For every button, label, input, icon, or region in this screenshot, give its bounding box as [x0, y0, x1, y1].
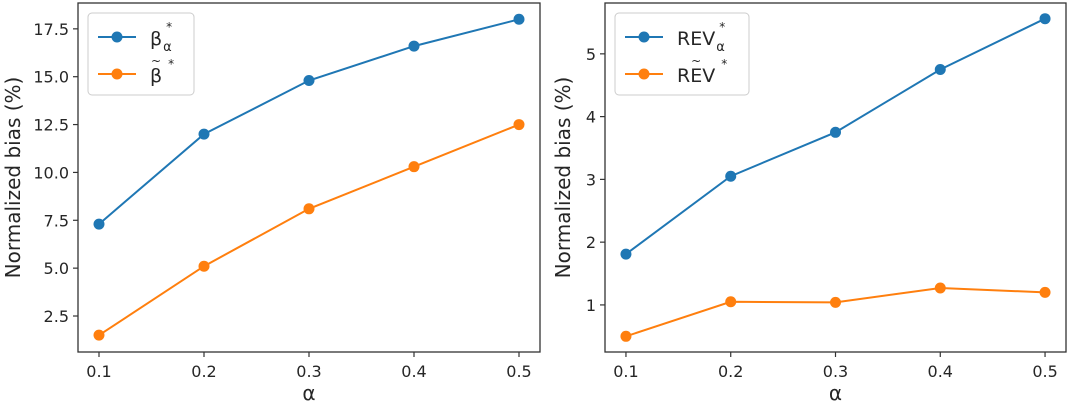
legend: REV α*REV~ * — [614, 12, 750, 96]
x-tick-label: 0.5 — [506, 362, 531, 381]
chart-panel-1: 0.1 0.2 0.3 0.4 0.5 2.5 5.0 7.5 10.0 12.5 15.0 17.5… — [1, 2, 541, 405]
x-tick-label: 0.4 — [401, 362, 426, 381]
data-point — [620, 248, 632, 260]
legend-tilde: ~ — [691, 54, 701, 68]
legend-label-1: REV — [677, 28, 715, 50]
y-tick-label: 2.5 — [44, 307, 69, 326]
legend-subscript: α — [716, 40, 725, 55]
x-axis-label: α — [829, 381, 842, 405]
y-tick-label: 17.5 — [33, 20, 69, 39]
y-tick-label: 5.0 — [44, 259, 69, 278]
y-axis-label: Normalized bias (%) — [551, 77, 575, 279]
data-point — [513, 13, 525, 25]
data-point — [725, 170, 737, 182]
x-tick-label: 0.4 — [928, 362, 953, 381]
data-point — [303, 203, 315, 215]
x-tick-label: 0.2 — [191, 362, 216, 381]
legend-marker — [638, 31, 650, 43]
legend-label-1: β — [150, 28, 162, 50]
data-point — [934, 64, 946, 76]
data-point — [93, 329, 105, 341]
legend-marker — [638, 68, 650, 80]
legend-superscript: * — [168, 57, 174, 71]
data-point — [1039, 13, 1051, 25]
x-tick-label: 0.3 — [823, 362, 848, 381]
data-point — [830, 296, 841, 308]
x-tick-label: 0.2 — [718, 362, 743, 381]
y-tick-label: 12.5 — [33, 116, 69, 135]
legend-marker — [111, 31, 123, 43]
data-point — [198, 260, 210, 272]
y-tick-label: 2 — [586, 233, 596, 252]
x-tick-label: 0.1 — [613, 362, 638, 381]
data-point — [934, 282, 946, 294]
data-point — [1039, 286, 1051, 298]
y-tick-label: 3 — [586, 170, 596, 189]
data-point — [408, 161, 420, 173]
data-point — [830, 126, 841, 138]
legend-superscript: * — [721, 57, 727, 71]
data-point — [725, 296, 737, 308]
legend-box — [87, 12, 195, 96]
x-tick-label: 0.3 — [296, 362, 321, 381]
y-tick-label: 10.0 — [33, 163, 69, 182]
y-tick-label: 1 — [586, 296, 596, 315]
data-point — [513, 119, 525, 131]
data-point — [198, 128, 210, 140]
y-axis-label: Normalized bias (%) — [1, 77, 25, 279]
legend-subscript: α — [163, 40, 172, 55]
legend-label-2: β — [150, 65, 162, 87]
x-axis-label: α — [302, 381, 315, 405]
series-line-2 — [625, 286, 1046, 338]
data-point — [408, 40, 420, 52]
legend-tilde: ~ — [151, 54, 161, 68]
data-point — [620, 330, 632, 342]
y-tick-label: 5 — [586, 45, 596, 64]
x-tick-label: 0.1 — [86, 362, 111, 381]
legend-superscript: * — [719, 20, 725, 34]
legend-marker — [111, 68, 123, 80]
legend-superscript: * — [166, 20, 172, 34]
data-point — [303, 75, 315, 87]
legend: β α*β~ * — [87, 12, 195, 96]
chart-panel-2: 0.1 0.2 0.3 0.4 0.5 1 2 3 4 5 α Normalized bias (%)… — [551, 2, 1067, 405]
y-tick-label: 7.5 — [44, 211, 69, 230]
y-tick-label: 15.0 — [33, 68, 69, 87]
series-line-2 — [98, 123, 520, 337]
y-tick-label: 4 — [586, 108, 596, 127]
x-tick-label: 0.5 — [1032, 362, 1057, 381]
data-point — [93, 218, 105, 230]
legend-label-2: REV — [677, 65, 715, 87]
